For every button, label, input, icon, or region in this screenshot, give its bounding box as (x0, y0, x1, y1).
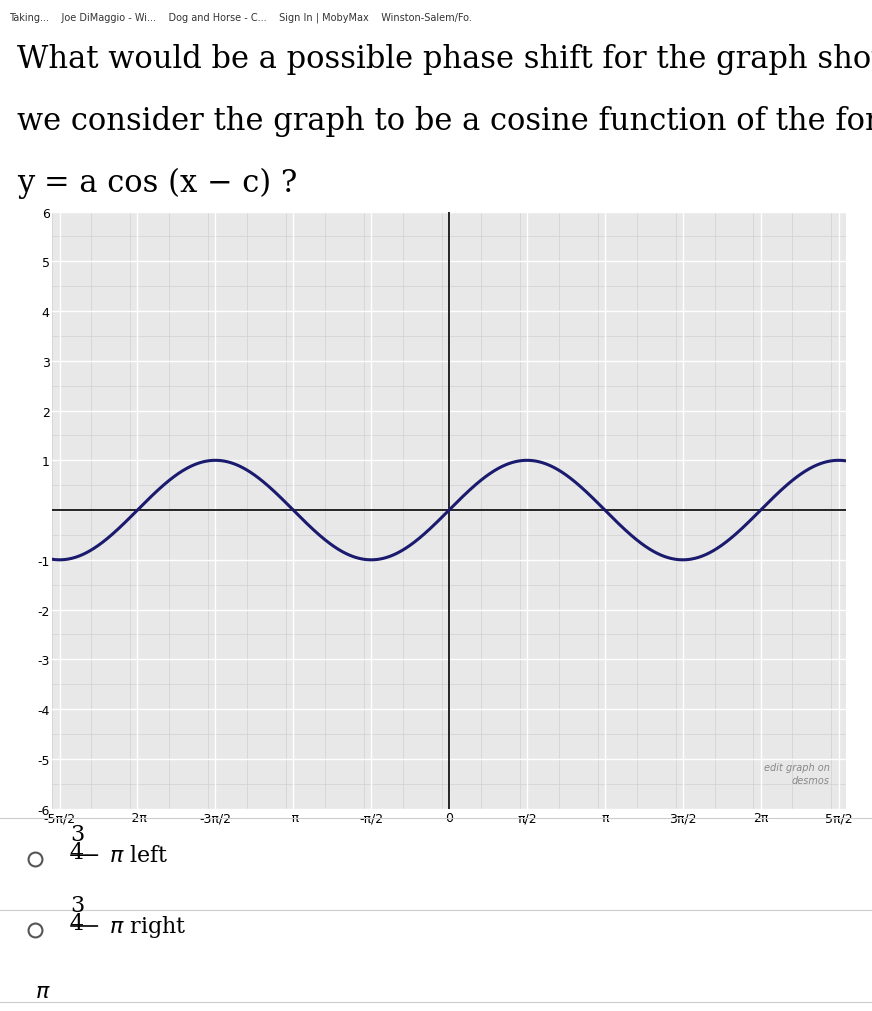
Text: 3: 3 (70, 823, 84, 845)
Text: we consider the graph to be a cosine function of the form: we consider the graph to be a cosine fun… (17, 106, 872, 137)
Text: edit graph on
desmos: edit graph on desmos (764, 762, 830, 785)
Text: What would be a possible phase shift for the graph shown if: What would be a possible phase shift for… (17, 44, 872, 75)
Text: $\pi$ left: $\pi$ left (109, 844, 169, 866)
Text: 4: 4 (70, 912, 84, 934)
Text: Taking...    Joe DiMaggio - Wi...    Dog and Horse - C...    Sign In | MobyMax  : Taking... Joe DiMaggio - Wi... Dog and H… (9, 12, 472, 23)
Text: 3: 3 (70, 894, 84, 916)
Text: $\pi$: $\pi$ (35, 980, 51, 1002)
Text: y = a cos (x − c) ?: y = a cos (x − c) ? (17, 168, 297, 199)
Text: $\pi$ right: $\pi$ right (109, 913, 187, 939)
Text: 4: 4 (70, 841, 84, 863)
